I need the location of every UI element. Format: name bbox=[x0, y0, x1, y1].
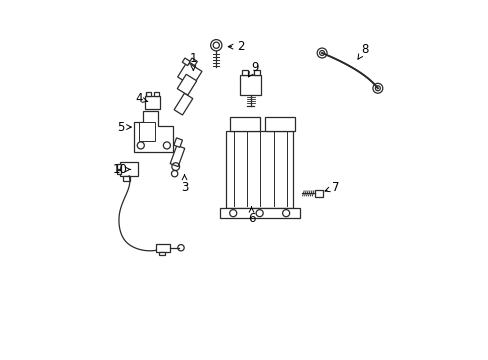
Bar bbox=[240, 75, 261, 95]
Bar bbox=[154, 92, 159, 96]
Bar bbox=[117, 165, 121, 169]
Text: 3: 3 bbox=[181, 175, 188, 194]
Bar bbox=[139, 122, 154, 141]
Polygon shape bbox=[177, 62, 202, 86]
Polygon shape bbox=[134, 111, 173, 152]
Bar bbox=[156, 243, 170, 252]
Bar bbox=[241, 69, 247, 75]
Polygon shape bbox=[170, 145, 184, 167]
Bar bbox=[145, 96, 160, 109]
Bar bbox=[120, 162, 138, 176]
Bar bbox=[314, 190, 322, 197]
Bar bbox=[117, 170, 121, 174]
Bar bbox=[159, 252, 165, 255]
Text: 8: 8 bbox=[357, 43, 367, 59]
Bar bbox=[229, 117, 259, 131]
Text: 10: 10 bbox=[113, 163, 130, 176]
Bar bbox=[253, 69, 260, 75]
Bar bbox=[225, 131, 293, 208]
Polygon shape bbox=[182, 58, 190, 66]
Text: 7: 7 bbox=[325, 181, 339, 194]
Text: 9: 9 bbox=[248, 60, 258, 77]
Polygon shape bbox=[189, 58, 197, 66]
Bar bbox=[146, 92, 151, 96]
Polygon shape bbox=[174, 93, 192, 115]
Text: 5: 5 bbox=[117, 121, 131, 134]
Bar bbox=[123, 176, 130, 181]
Polygon shape bbox=[177, 74, 196, 95]
Text: 6: 6 bbox=[247, 207, 255, 225]
Bar bbox=[264, 117, 294, 131]
Text: 2: 2 bbox=[228, 40, 244, 53]
Polygon shape bbox=[174, 138, 182, 147]
Text: 4: 4 bbox=[135, 93, 147, 105]
Bar bbox=[219, 208, 299, 218]
Text: 1: 1 bbox=[189, 52, 197, 71]
